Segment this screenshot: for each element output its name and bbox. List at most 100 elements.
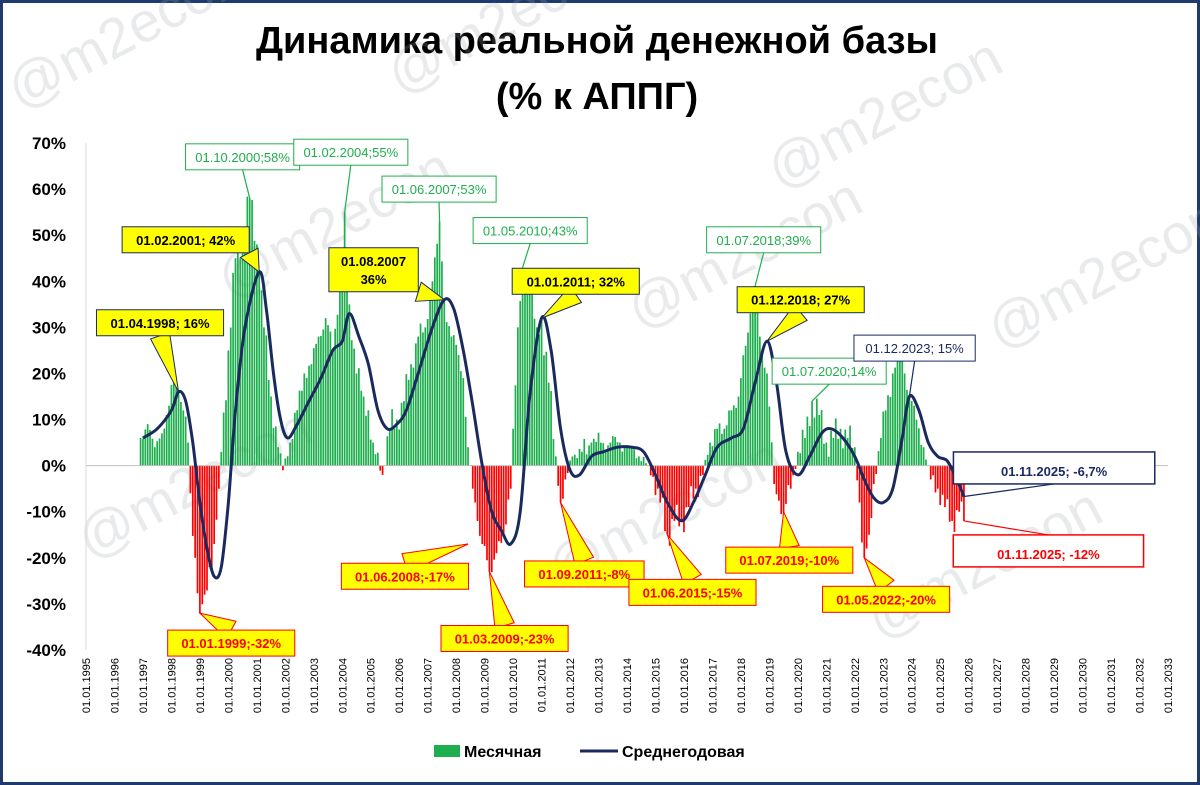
annotation-label: 01.01.2011; 32% [527,274,626,289]
bar [856,465,859,481]
bar [891,373,894,466]
bar [609,442,612,466]
bar [274,426,277,466]
bar [683,465,685,533]
bar [196,465,199,594]
bar [713,429,716,466]
bar [585,454,588,466]
bar [305,377,308,466]
bar [493,465,495,560]
annotation-label: 01.03.2009;-23% [455,631,555,646]
annotation-label: 01.12.2018; 27% [751,293,850,308]
x-tick-label: 01.01.2001 [252,658,264,713]
annotation: 01.05.2022;-20% [822,556,951,613]
bar [445,322,448,466]
bar [350,340,353,466]
bar [476,465,479,521]
bar [692,465,695,499]
bar [400,402,403,466]
bar [255,244,258,466]
bar [780,465,783,515]
bar [875,465,877,474]
bar [526,279,529,466]
bar [488,465,491,572]
bar [410,364,412,466]
bar [381,465,384,475]
x-tick-label: 01.01.2029 [1049,658,1061,713]
bar [308,365,310,466]
annotation-pointer [811,383,830,402]
x-tick-label: 01.01.2018 [736,658,748,713]
bar [386,436,389,466]
bar [431,281,434,466]
x-tick-label: 01.01.1998 [166,658,178,713]
bar [654,465,657,495]
annotation-pointer [522,243,531,268]
bar [293,412,296,466]
bar [868,465,870,535]
x-tick-label: 01.01.2015 [650,658,662,713]
bar [633,449,635,466]
annotation: 01.01.1999;-32% [167,612,296,657]
bar [187,442,189,466]
bar [547,382,550,466]
bar [550,391,552,466]
bar [353,348,355,466]
bar [571,456,574,466]
bar [820,410,823,466]
bar [913,405,915,466]
bar [315,343,318,466]
x-tick-label: 01.01.2013 [594,658,606,713]
x-tick-label: 01.01.2017 [707,658,719,713]
bar [671,465,673,519]
y-tick-label: -20% [26,549,66,568]
watermark-text: @m2econ [976,185,1200,361]
x-tick-label: 01.01.1995 [81,658,93,713]
bar [770,442,773,466]
bar [234,258,237,466]
bar [500,465,503,543]
bar [528,290,531,466]
bar [346,260,348,466]
bar [806,416,809,466]
bar [289,442,291,466]
bar [934,465,937,493]
bar [519,301,522,466]
bar [483,465,486,547]
x-tick-label: 01.01.2000 [223,658,235,713]
bar [208,465,211,568]
x-tick-label: 01.01.2006 [394,658,406,713]
bar [232,272,234,466]
annotation: 01.06.2015;-15% [628,534,757,606]
bar [946,465,949,500]
annotation-box [952,451,1156,485]
bar [312,348,315,466]
annotation-label: 01.05.2022;-20% [836,592,936,607]
bar [365,415,367,466]
x-tick-label: 01.01.2019 [764,658,776,713]
bar [562,465,564,499]
bar [199,465,201,614]
x-tick-label: 01.01.2025 [935,658,947,713]
bar [787,465,790,486]
annotation-pointer [963,520,1049,536]
bar [588,445,590,466]
bar [623,445,626,466]
y-tick-label: 10% [32,411,66,430]
annotation-label: 01.02.2004;55% [303,145,398,160]
bar [823,443,825,466]
bar [880,437,882,466]
bar [374,454,377,466]
annotation: 01.07.2019;-10% [725,509,854,574]
bar [379,465,382,471]
x-tick-label: 01.01.2011 [537,658,549,712]
bar [834,418,837,466]
bar [611,436,614,466]
x-tick-label: 01.01.2023 [878,658,890,713]
bar [756,303,759,466]
bar [630,448,633,466]
bar [481,465,484,544]
bar [331,350,334,466]
annotation-box [706,226,822,254]
bar [872,465,875,485]
